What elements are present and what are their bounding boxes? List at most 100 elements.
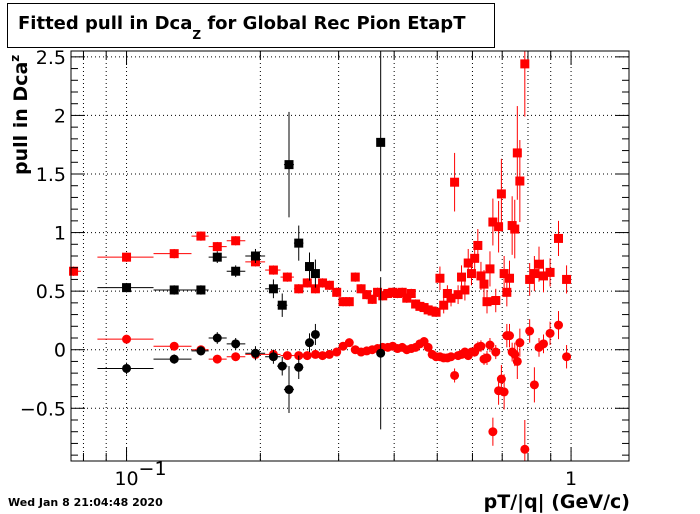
data-point — [545, 258, 555, 287]
square-marker — [554, 233, 564, 243]
data-point — [367, 294, 377, 305]
data-point — [450, 152, 460, 212]
circle-marker — [491, 347, 501, 357]
square-marker — [446, 293, 456, 303]
data-point — [356, 284, 366, 294]
data-point — [397, 287, 407, 297]
circle-marker — [505, 331, 515, 341]
square-marker — [284, 160, 294, 170]
circle-marker — [268, 352, 278, 362]
square-marker — [470, 253, 480, 263]
data-point — [324, 280, 334, 290]
data-point — [505, 323, 515, 348]
square-marker — [460, 285, 470, 295]
data-point — [529, 256, 539, 292]
square-marker — [231, 236, 241, 246]
data-point — [283, 111, 294, 218]
title-main: Fitted pull in Dca — [18, 13, 193, 34]
data-point — [473, 229, 483, 262]
data-point — [276, 356, 288, 376]
square-marker — [362, 290, 372, 300]
circle-marker — [545, 328, 555, 338]
square-marker — [367, 294, 377, 304]
square-marker — [196, 285, 206, 295]
data-point — [460, 279, 470, 301]
data-points — [69, 51, 572, 461]
data-point — [226, 236, 246, 246]
data-point — [293, 225, 304, 261]
y-tick-label: −0.5 — [20, 398, 66, 420]
square-marker — [473, 240, 483, 250]
data-point — [191, 346, 209, 356]
data-point — [512, 106, 522, 200]
y-axis-label-main: pull in Dca — [10, 61, 32, 175]
square-marker — [302, 278, 312, 288]
data-point — [505, 260, 515, 296]
data-point — [350, 272, 360, 282]
square-marker — [402, 293, 412, 303]
square-marker — [435, 273, 445, 283]
circle-marker — [310, 329, 320, 339]
data-point — [512, 343, 522, 379]
circle-marker — [562, 352, 572, 362]
circle-marker — [122, 334, 132, 344]
square-marker — [373, 287, 383, 297]
data-point — [208, 241, 227, 252]
data-point — [499, 256, 509, 292]
data-point — [283, 366, 294, 413]
circle-marker — [277, 361, 287, 371]
circle-marker — [332, 347, 342, 357]
data-point — [439, 297, 449, 314]
data-point — [476, 340, 486, 353]
square-marker — [562, 274, 572, 284]
square-marker — [122, 283, 132, 293]
square-marker — [231, 266, 241, 276]
data-point — [318, 351, 328, 361]
data-point — [293, 284, 304, 294]
square-marker — [502, 287, 512, 297]
y-tick-label: 1.5 — [36, 164, 66, 186]
square-marker — [310, 284, 320, 294]
square-marker — [196, 231, 206, 241]
circle-marker — [485, 340, 495, 350]
y-tick-label: 0 — [54, 340, 66, 362]
circle-marker — [554, 320, 564, 330]
data-point — [208, 332, 227, 344]
square-marker — [510, 224, 520, 234]
square-marker — [268, 265, 278, 275]
x-axis-label: pT/|q| (GeV/c) — [483, 491, 630, 513]
square-marker — [406, 288, 416, 298]
axes: −0.5 0 0.5 1 1.5 2 2.5 10 −1 1 — [20, 47, 630, 490]
circle-marker — [476, 341, 486, 351]
square-marker — [479, 279, 489, 289]
data-point — [153, 354, 192, 364]
square-marker — [439, 300, 449, 310]
data-point — [302, 351, 312, 361]
chart-title: Fitted pull in DcaZ for Global Rec Pion … — [18, 13, 465, 42]
square-marker — [397, 287, 407, 297]
square-marker — [450, 177, 460, 187]
square-marker — [122, 252, 132, 262]
data-point — [554, 311, 564, 340]
data-point — [97, 362, 154, 375]
data-point — [446, 352, 456, 362]
square-marker — [169, 285, 179, 295]
data-point — [376, 277, 386, 430]
data-point — [344, 297, 354, 307]
data-point — [485, 338, 495, 353]
data-point — [332, 347, 342, 357]
y-tick-label: 1 — [54, 223, 66, 245]
square-marker — [324, 280, 334, 290]
data-point — [554, 220, 564, 256]
data-point — [265, 279, 281, 299]
data-point — [191, 285, 209, 295]
circle-marker — [196, 346, 206, 356]
circle-marker — [512, 356, 522, 366]
square-marker — [376, 137, 386, 147]
square-marker — [332, 287, 342, 297]
circle-marker — [496, 374, 506, 384]
data-point — [208, 251, 227, 264]
square-marker — [505, 273, 515, 283]
data-point — [520, 51, 530, 117]
data-point — [457, 265, 467, 289]
